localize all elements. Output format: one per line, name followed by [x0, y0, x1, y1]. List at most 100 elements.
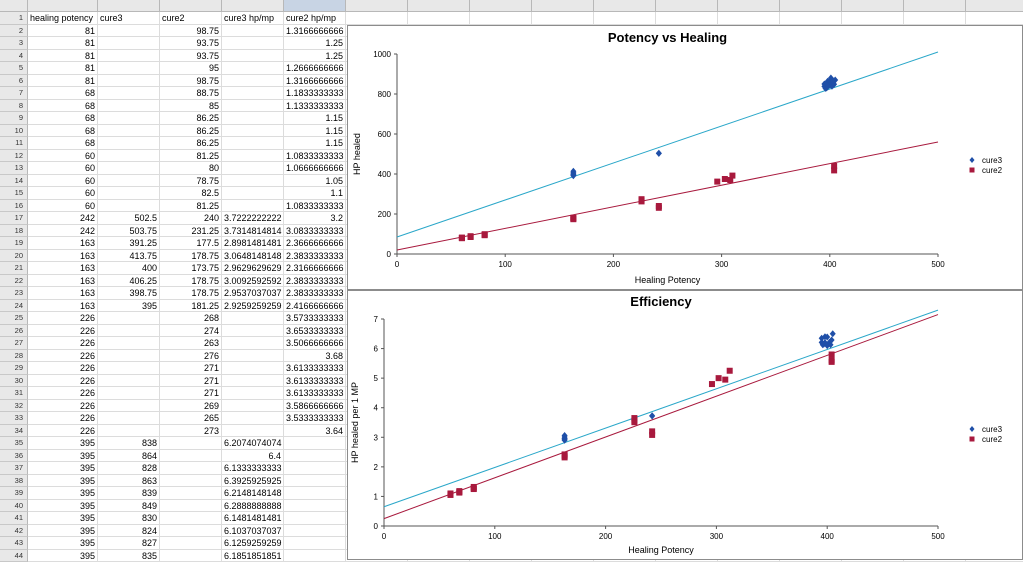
header-cell[interactable]: healing potency [28, 12, 98, 25]
row-header[interactable]: 6 [0, 75, 28, 88]
data-cell[interactable]: 271 [160, 362, 222, 375]
select-all-corner[interactable] [0, 0, 28, 12]
data-cell[interactable]: 2.3166666666 [284, 262, 346, 275]
data-cell[interactable]: 827 [98, 537, 160, 550]
data-cell[interactable] [98, 112, 160, 125]
data-cell[interactable]: 6.2074074074 [222, 437, 284, 450]
data-cell[interactable]: 81 [28, 25, 98, 38]
data-cell[interactable]: 398.75 [98, 287, 160, 300]
row-header[interactable]: 32 [0, 400, 28, 413]
column-header-b[interactable] [98, 0, 160, 12]
row-header[interactable]: 44 [0, 550, 28, 562]
header-cell[interactable] [966, 12, 1023, 25]
data-cell[interactable] [98, 187, 160, 200]
data-cell[interactable] [222, 425, 284, 438]
data-cell[interactable] [98, 325, 160, 338]
data-cell[interactable] [98, 312, 160, 325]
column-header-f[interactable] [346, 0, 408, 12]
data-cell[interactable] [98, 337, 160, 350]
data-cell[interactable]: 2.9629629629 [222, 262, 284, 275]
data-cell[interactable]: 1.1 [284, 187, 346, 200]
row-header[interactable]: 31 [0, 387, 28, 400]
data-cell[interactable]: 240 [160, 212, 222, 225]
data-cell[interactable]: 413.75 [98, 250, 160, 263]
data-cell[interactable]: 3.2 [284, 212, 346, 225]
data-cell[interactable]: 226 [28, 337, 98, 350]
data-cell[interactable]: 86.25 [160, 125, 222, 138]
data-cell[interactable] [98, 387, 160, 400]
row-header[interactable]: 16 [0, 200, 28, 213]
data-cell[interactable]: 6.1037037037 [222, 525, 284, 538]
column-header-p[interactable] [966, 0, 1023, 12]
data-cell[interactable] [160, 537, 222, 550]
data-cell[interactable] [98, 375, 160, 388]
data-cell[interactable]: 86.25 [160, 137, 222, 150]
data-cell[interactable]: 395 [28, 500, 98, 513]
data-cell[interactable]: 1.1833333333 [284, 87, 346, 100]
data-cell[interactable]: 1.0666666666 [284, 162, 346, 175]
column-header-m[interactable] [780, 0, 842, 12]
row-header[interactable]: 11 [0, 137, 28, 150]
data-cell[interactable] [160, 550, 222, 562]
data-cell[interactable]: 2.4166666666 [284, 300, 346, 313]
data-cell[interactable] [98, 25, 160, 38]
data-cell[interactable]: 6.1333333333 [222, 462, 284, 475]
data-cell[interactable]: 6.1259259259 [222, 537, 284, 550]
data-cell[interactable]: 1.25 [284, 37, 346, 50]
data-cell[interactable] [284, 450, 346, 463]
data-cell[interactable] [98, 400, 160, 413]
row-header[interactable]: 26 [0, 325, 28, 338]
data-cell[interactable] [284, 475, 346, 488]
data-cell[interactable]: 60 [28, 150, 98, 163]
data-cell[interactable] [222, 137, 284, 150]
data-cell[interactable]: 93.75 [160, 50, 222, 63]
column-header-n[interactable] [842, 0, 904, 12]
data-cell[interactable]: 60 [28, 200, 98, 213]
data-cell[interactable]: 2.8981481481 [222, 237, 284, 250]
data-cell[interactable]: 395 [28, 487, 98, 500]
data-cell[interactable]: 1.3166666666 [284, 25, 346, 38]
data-cell[interactable]: 178.75 [160, 275, 222, 288]
data-cell[interactable] [160, 487, 222, 500]
row-header[interactable]: 38 [0, 475, 28, 488]
column-header-g[interactable] [408, 0, 470, 12]
data-cell[interactable]: 85 [160, 100, 222, 113]
data-cell[interactable] [222, 375, 284, 388]
data-cell[interactable]: 2.9259259259 [222, 300, 284, 313]
row-header[interactable]: 39 [0, 487, 28, 500]
column-header-h[interactable] [470, 0, 532, 12]
row-header[interactable]: 43 [0, 537, 28, 550]
data-cell[interactable]: 231.25 [160, 225, 222, 238]
data-cell[interactable] [160, 437, 222, 450]
data-cell[interactable]: 3.7222222222 [222, 212, 284, 225]
data-cell[interactable]: 400 [98, 262, 160, 275]
header-cell[interactable] [842, 12, 904, 25]
data-cell[interactable]: 2.3833333333 [284, 287, 346, 300]
data-cell[interactable] [284, 500, 346, 513]
data-cell[interactable]: 395 [98, 300, 160, 313]
data-cell[interactable]: 3.0833333333 [284, 225, 346, 238]
data-cell[interactable]: 1.25 [284, 50, 346, 63]
data-cell[interactable]: 863 [98, 475, 160, 488]
row-header[interactable]: 27 [0, 337, 28, 350]
row-header[interactable]: 36 [0, 450, 28, 463]
data-cell[interactable]: 163 [28, 275, 98, 288]
column-header-d[interactable] [222, 0, 284, 12]
row-header[interactable]: 4 [0, 50, 28, 63]
data-cell[interactable]: 2.3833333333 [284, 250, 346, 263]
data-cell[interactable]: 502.5 [98, 212, 160, 225]
row-header[interactable]: 7 [0, 87, 28, 100]
data-cell[interactable]: 226 [28, 400, 98, 413]
data-cell[interactable]: 395 [28, 437, 98, 450]
data-cell[interactable]: 835 [98, 550, 160, 562]
data-cell[interactable] [160, 525, 222, 538]
column-header-k[interactable] [656, 0, 718, 12]
data-cell[interactable]: 81 [28, 50, 98, 63]
data-cell[interactable]: 81.25 [160, 150, 222, 163]
row-header[interactable]: 18 [0, 225, 28, 238]
data-cell[interactable] [98, 412, 160, 425]
data-cell[interactable]: 93.75 [160, 37, 222, 50]
data-cell[interactable] [222, 125, 284, 138]
data-cell[interactable]: 163 [28, 300, 98, 313]
data-cell[interactable]: 1.15 [284, 112, 346, 125]
